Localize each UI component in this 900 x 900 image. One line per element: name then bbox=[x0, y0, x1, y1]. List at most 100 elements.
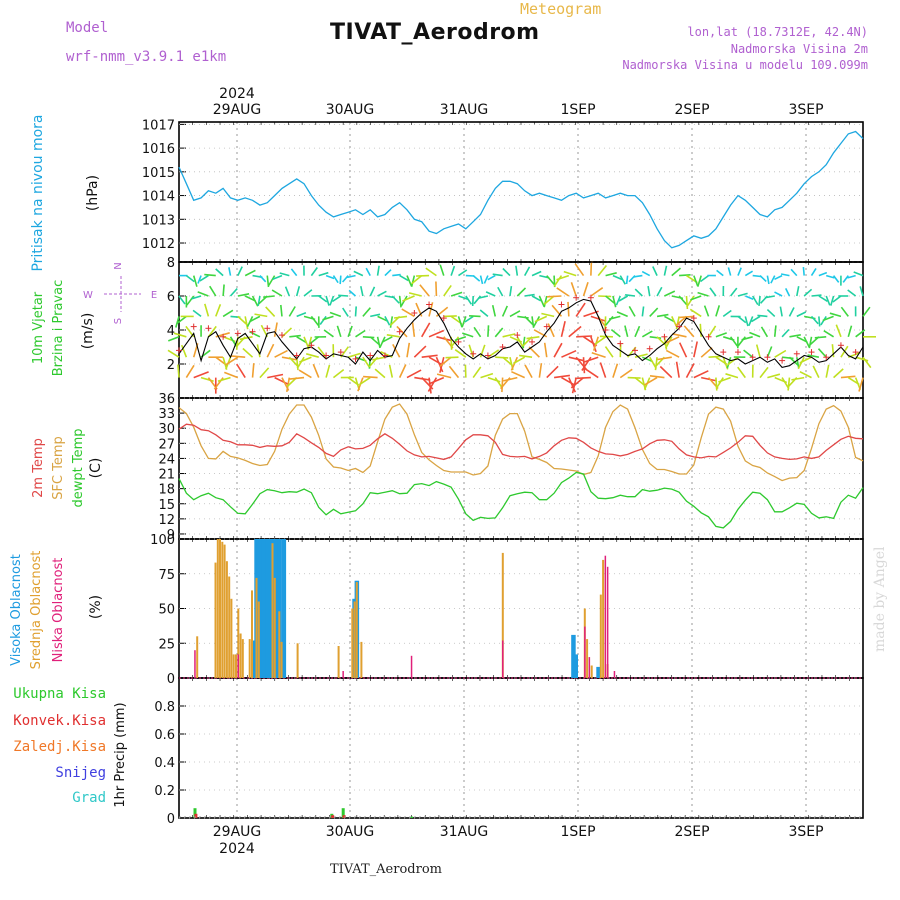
wind-barb bbox=[323, 329, 334, 338]
wind-barb bbox=[186, 295, 195, 306]
wind-barb bbox=[654, 357, 658, 371]
cloud-bar bbox=[571, 634, 576, 678]
wind-barb bbox=[766, 275, 770, 285]
compass-west: W bbox=[83, 290, 93, 301]
wind-barb bbox=[744, 316, 749, 327]
wind-barb bbox=[547, 323, 555, 338]
wind-barb bbox=[454, 349, 467, 358]
wind-barb bbox=[553, 275, 563, 287]
wind-barb bbox=[764, 295, 775, 299]
wind-barb bbox=[628, 306, 636, 317]
y-tick-label: 1015 bbox=[142, 166, 175, 181]
wind-barbs bbox=[167, 261, 876, 394]
wind-barb bbox=[664, 290, 676, 297]
wind-barb bbox=[168, 336, 180, 342]
wind-barb bbox=[531, 270, 542, 277]
wind-barb bbox=[298, 369, 312, 379]
cloud-bar bbox=[248, 639, 251, 678]
cloud-bar bbox=[606, 566, 609, 678]
wind-barb bbox=[616, 311, 628, 318]
wind-barb bbox=[421, 322, 431, 338]
wind-barb bbox=[411, 322, 416, 337]
date-label-top: 2SEP bbox=[674, 102, 709, 118]
wind-barb bbox=[583, 336, 598, 347]
wind-barb bbox=[224, 371, 239, 379]
wind-barb bbox=[436, 373, 452, 379]
wind-barb bbox=[338, 294, 349, 297]
wind-barb bbox=[641, 270, 651, 277]
y-tick-label: 36 bbox=[158, 392, 175, 407]
wind-barb bbox=[534, 315, 548, 323]
wind-barb bbox=[370, 313, 381, 318]
wind-barb bbox=[458, 269, 468, 277]
wind-barb bbox=[197, 275, 202, 284]
wind-barb bbox=[727, 356, 739, 366]
wind-barb bbox=[543, 295, 548, 308]
wind-barb bbox=[751, 315, 761, 323]
wind-barb bbox=[625, 294, 636, 297]
wind-barb bbox=[167, 349, 180, 358]
wind-barb bbox=[353, 270, 364, 277]
wind-barb bbox=[859, 286, 864, 297]
wind-barb bbox=[263, 295, 275, 298]
wind-barb bbox=[392, 273, 401, 277]
wind-barb bbox=[627, 376, 641, 379]
date-label-top: 29AUG bbox=[213, 102, 262, 118]
wind-barb bbox=[649, 375, 665, 379]
wind-barb bbox=[479, 275, 484, 285]
wind-barb bbox=[855, 329, 866, 338]
wind-barb bbox=[244, 269, 256, 277]
wind-barb bbox=[256, 344, 261, 358]
wind-barb bbox=[365, 267, 371, 276]
wind-barb bbox=[363, 375, 378, 379]
wind-barb bbox=[401, 308, 415, 318]
wind-barb bbox=[425, 267, 437, 277]
cloud-bar bbox=[596, 666, 601, 678]
wind-barb bbox=[531, 295, 542, 302]
chart-title: TIVAT_Aerodrom bbox=[330, 20, 540, 45]
wind-barb bbox=[737, 315, 747, 324]
wind-barb bbox=[590, 336, 597, 353]
y-tick-label: 50 bbox=[158, 603, 175, 618]
wind-barb bbox=[480, 372, 494, 379]
cloud-bar bbox=[590, 665, 593, 678]
wind-barb bbox=[318, 295, 328, 303]
wind-barb bbox=[408, 292, 422, 297]
wind-barb bbox=[561, 349, 577, 358]
wind-barb bbox=[225, 356, 239, 366]
wind-barb bbox=[796, 357, 800, 369]
wind-barb bbox=[199, 274, 209, 282]
wind-barb bbox=[355, 329, 366, 338]
wind-barb bbox=[683, 325, 695, 338]
wind-barb bbox=[788, 356, 799, 366]
wind-barb bbox=[524, 315, 534, 326]
wind-barb bbox=[392, 344, 401, 358]
y-tick-label: 25 bbox=[158, 637, 175, 652]
wind-barb bbox=[767, 373, 781, 379]
wind-barb bbox=[289, 376, 305, 380]
wind-barb bbox=[708, 355, 722, 358]
wind-barb bbox=[538, 363, 543, 378]
wind-barb bbox=[419, 284, 430, 297]
y-tick-label: 100 bbox=[150, 533, 175, 548]
wind-barb bbox=[818, 271, 828, 277]
wind-barb bbox=[556, 287, 570, 297]
cloud-bar bbox=[196, 636, 199, 678]
wind-barb bbox=[284, 286, 291, 297]
wind-barb bbox=[406, 342, 411, 358]
wind-barb bbox=[615, 295, 622, 306]
wind-barb bbox=[325, 364, 331, 378]
wind-barb bbox=[780, 273, 790, 277]
wind-barb bbox=[173, 332, 187, 338]
wind-barb bbox=[384, 316, 391, 326]
wind-barb bbox=[825, 295, 831, 306]
wind-barb bbox=[289, 334, 301, 338]
wind-barb bbox=[605, 295, 616, 304]
wind-barb bbox=[254, 313, 268, 318]
cloud-bar bbox=[235, 654, 237, 678]
y-tick-label: 0 bbox=[167, 812, 175, 827]
date-label-bottom: 3SEP bbox=[788, 824, 823, 840]
wind-barb bbox=[570, 282, 577, 297]
wind-barb bbox=[436, 336, 453, 342]
wind-barb bbox=[807, 354, 820, 358]
